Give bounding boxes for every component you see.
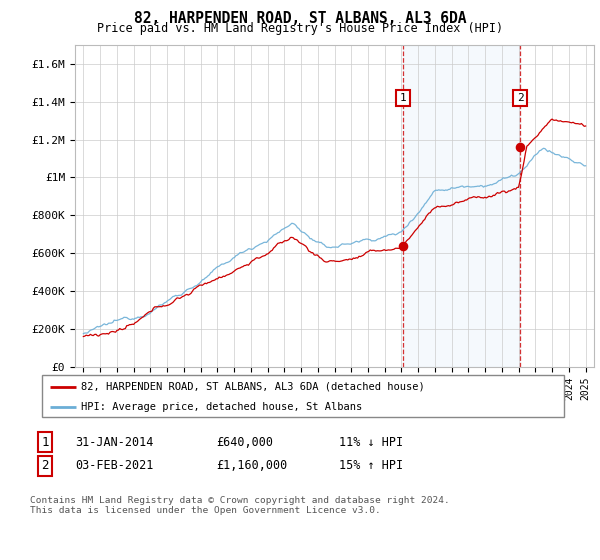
Text: 1: 1 <box>41 436 49 449</box>
Text: Contains HM Land Registry data © Crown copyright and database right 2024.
This d: Contains HM Land Registry data © Crown c… <box>30 496 450 515</box>
Text: £1,160,000: £1,160,000 <box>216 459 287 473</box>
Text: 82, HARPENDEN ROAD, ST ALBANS, AL3 6DA: 82, HARPENDEN ROAD, ST ALBANS, AL3 6DA <box>134 11 466 26</box>
Point <box>398 241 407 250</box>
Text: 2: 2 <box>41 459 49 473</box>
Text: 15% ↑ HPI: 15% ↑ HPI <box>339 459 403 473</box>
Text: £640,000: £640,000 <box>216 436 273 449</box>
Text: Price paid vs. HM Land Registry's House Price Index (HPI): Price paid vs. HM Land Registry's House … <box>97 22 503 35</box>
Bar <box>403 45 520 367</box>
Text: 03-FEB-2021: 03-FEB-2021 <box>75 459 154 473</box>
Text: 1: 1 <box>400 93 406 103</box>
Text: 11% ↓ HPI: 11% ↓ HPI <box>339 436 403 449</box>
Text: 31-JAN-2014: 31-JAN-2014 <box>75 436 154 449</box>
Point <box>515 143 525 152</box>
Text: HPI: Average price, detached house, St Albans: HPI: Average price, detached house, St A… <box>81 402 362 412</box>
Text: 82, HARPENDEN ROAD, ST ALBANS, AL3 6DA (detached house): 82, HARPENDEN ROAD, ST ALBANS, AL3 6DA (… <box>81 382 425 392</box>
FancyBboxPatch shape <box>42 375 564 417</box>
Text: 2: 2 <box>517 93 524 103</box>
